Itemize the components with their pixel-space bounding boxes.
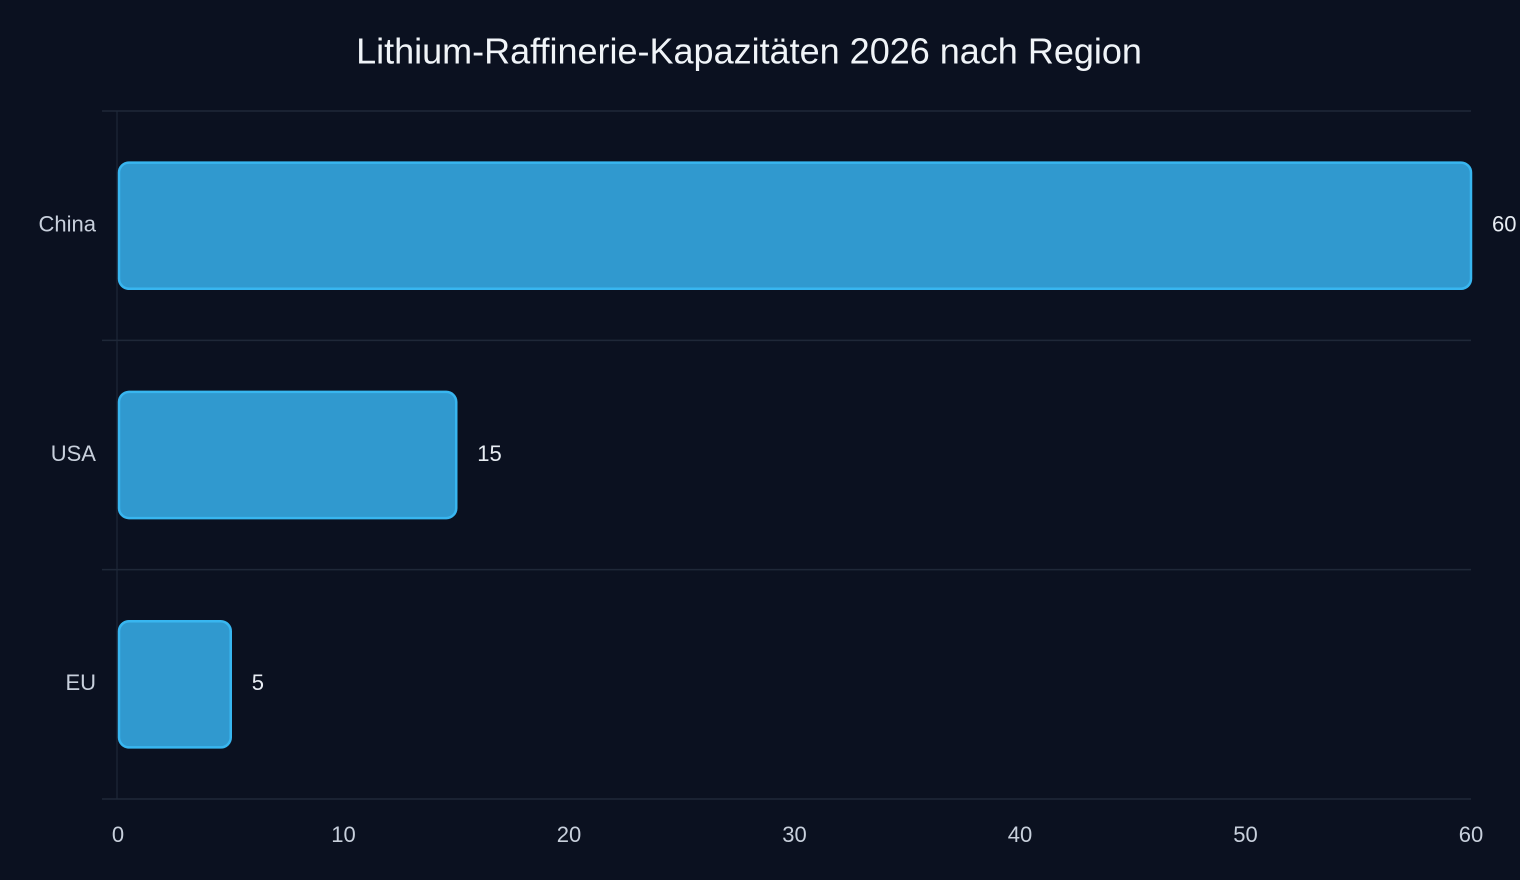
value-label: 15 <box>477 441 501 466</box>
y-tick-label: EU <box>65 670 96 695</box>
bar <box>117 390 458 520</box>
x-tick-label: 10 <box>331 822 355 847</box>
x-tick-label: 60 <box>1459 822 1483 847</box>
y-tick-label: USA <box>51 441 97 466</box>
x-tick-label: 40 <box>1008 822 1032 847</box>
y-tick-label: China <box>39 211 97 236</box>
x-tick-label: 0 <box>112 822 124 847</box>
value-label: 60 <box>1492 211 1516 236</box>
x-tick-label: 30 <box>782 822 806 847</box>
bar <box>117 161 1473 290</box>
x-tick-label: 50 <box>1233 822 1257 847</box>
chart-title: Lithium-Raffinerie-Kapazitäten 2026 nach… <box>356 31 1142 72</box>
value-label: 5 <box>252 670 264 695</box>
x-tick-label: 20 <box>557 822 581 847</box>
bar <box>117 620 232 749</box>
